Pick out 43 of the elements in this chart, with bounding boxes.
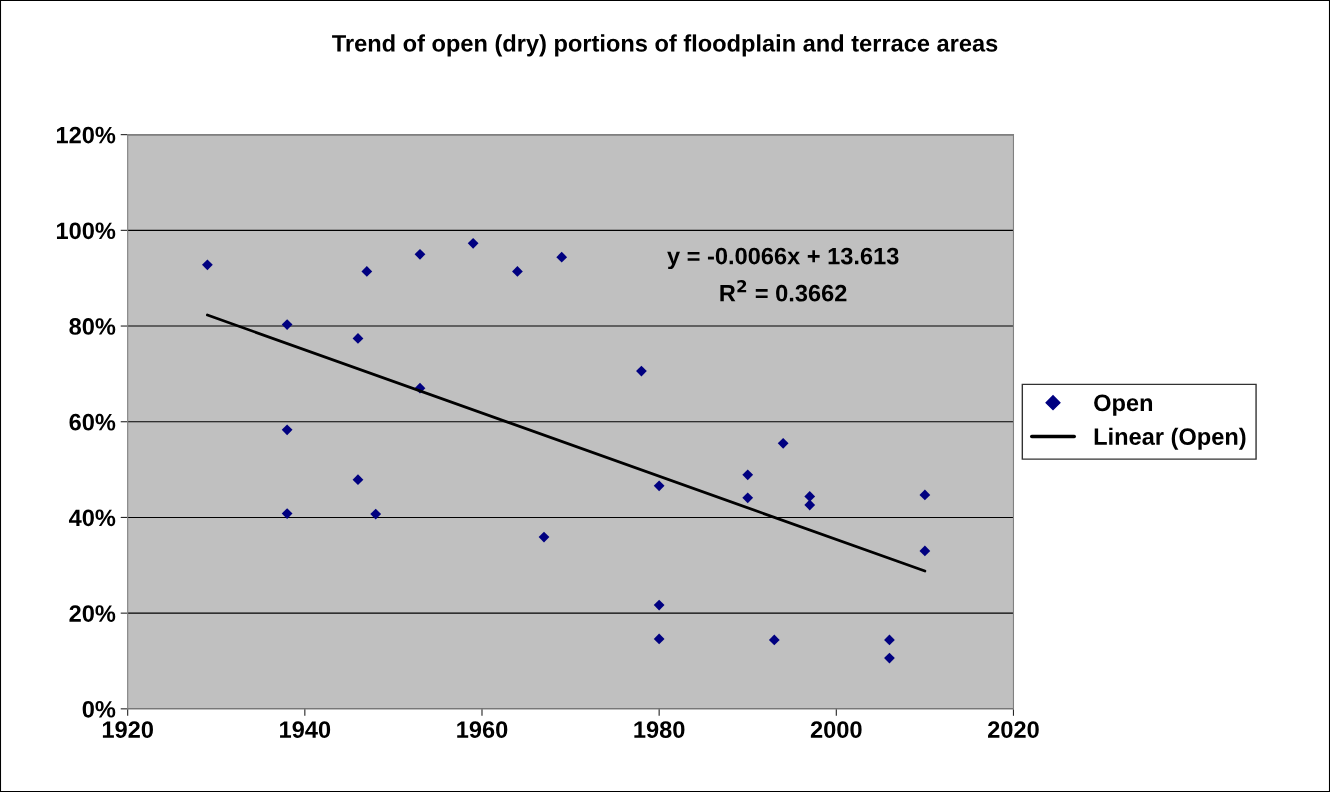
legend-label: Linear (Open) [1094,427,1246,450]
point [742,492,754,504]
x-tick-label: 2020 [988,721,1039,738]
point [884,634,895,646]
y-tick-label: 60% [69,413,116,431]
annotation: y = -0.0066x + 13.613 [667,247,899,270]
point [281,319,293,330]
y-tick-label: 0% [82,700,116,718]
point [919,545,931,557]
point [414,248,426,260]
point [653,599,665,611]
point [777,437,789,449]
y-tick-label: 120% [56,126,116,144]
chart-title: Trend of open (dry) portions of floodplain and terrace areas [332,34,998,57]
point [467,237,479,249]
point [804,491,816,502]
point [361,266,373,277]
point [512,266,523,277]
x-tick-label: 1960 [457,721,508,738]
point [370,508,382,520]
point [281,508,293,519]
x-tick-label: 2000 [810,721,862,738]
x-tick-label: 1980 [634,721,685,738]
x-tick-label: 1920 [102,721,153,738]
point [919,489,931,501]
y-tick-label: 100% [56,222,116,240]
y-tick-label: 40% [68,509,116,527]
point [804,499,816,511]
point [742,469,754,481]
point [538,531,550,543]
point [202,259,213,271]
point [768,634,780,646]
point [884,652,895,664]
point [352,474,364,486]
y-tick-label: 80% [69,318,116,335]
point [281,424,293,436]
point [556,251,568,263]
y-tick-label: 20% [69,605,116,622]
legend-label: Open [1094,394,1153,416]
point [653,480,665,492]
x-tick-label: 1940 [280,721,331,738]
annotation: R$^{2}$ = 0.3662 [720,280,847,302]
point [653,633,665,645]
